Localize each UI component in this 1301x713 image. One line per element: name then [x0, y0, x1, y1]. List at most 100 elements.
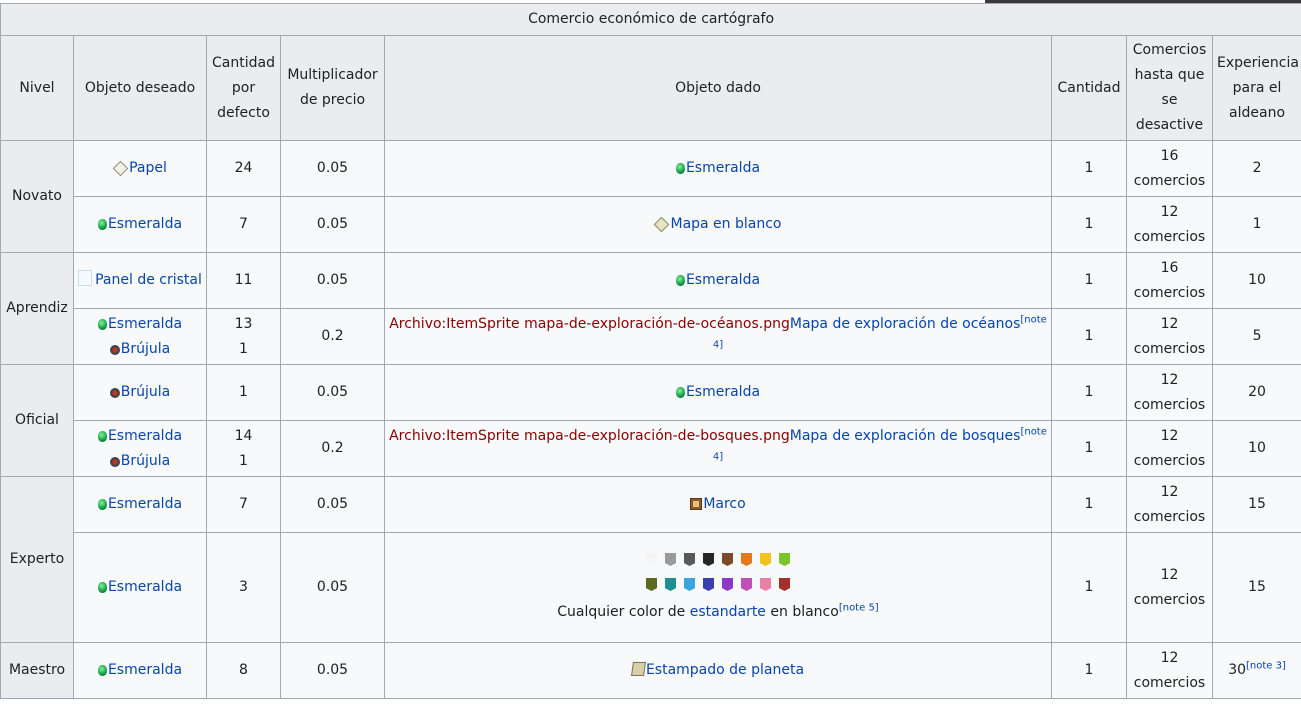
link-esmeralda[interactable]: Esmeralda [107, 315, 183, 332]
link-panel-de-cristal[interactable]: Panel de cristal [95, 272, 202, 288]
pottery-pattern-icon [630, 662, 646, 676]
link-esmeralda[interactable]: Esmeralda [107, 216, 183, 232]
trades-cell: 12 comercios [1126, 642, 1213, 699]
level-maestro: Maestro [0, 642, 74, 699]
trades-cell: 12 comercios [1126, 364, 1213, 421]
link-esmeralda[interactable]: Esmeralda [107, 662, 183, 678]
wanted-cell: Brújula [73, 364, 207, 421]
qty-value: 13 [234, 315, 253, 332]
qty-value: 1 [239, 340, 248, 357]
top-edge-bar [985, 0, 1301, 3]
emerald-icon [675, 163, 685, 174]
header-cantidad: Cantidad [1051, 35, 1127, 141]
banner-icon [741, 553, 752, 566]
table-row: Esmeralda 3 0.05 Cualquier color de esta… [1, 532, 1301, 643]
qty-cell: 24 [206, 140, 281, 197]
mult-cell: 0.05 [280, 532, 385, 643]
link-esmeralda[interactable]: Esmeralda [685, 160, 761, 176]
blank-map-icon [654, 216, 670, 233]
trades-cell: 12 comercios [1126, 196, 1213, 253]
banner-icon [684, 553, 695, 566]
link-esmeralda[interactable]: Esmeralda [107, 579, 183, 595]
qty-cell: 8 [206, 642, 281, 699]
qty-cell: 11 [206, 252, 281, 309]
xp-cell: 10 [1211, 420, 1301, 477]
banner-icon [703, 553, 714, 566]
note-link[interactable]: [note 4] [712, 425, 1047, 462]
table-row: Novato Papel 24 0.05 Esmeralda 1 16 come… [0, 140, 1301, 253]
emerald-icon [97, 318, 107, 330]
link-brujula[interactable]: Brújula [120, 384, 171, 400]
emerald-icon [675, 275, 685, 286]
link-papel[interactable]: Papel [129, 160, 167, 176]
link-esmeralda[interactable]: Esmeralda [107, 496, 183, 512]
mult-cell: 0.05 [280, 642, 385, 699]
given-cell: Mapa en blanco [384, 196, 1052, 253]
amount-cell: 1 [1051, 196, 1127, 253]
link-estampado-de-planeta[interactable]: Estampado de planeta [645, 662, 805, 678]
amount-cell: 1 [1051, 140, 1127, 197]
header-multiplicador: Multiplicador de precio [280, 35, 385, 141]
wanted-cell: Panel de cristal [73, 252, 207, 309]
link-marco[interactable]: Marco [703, 496, 746, 512]
wanted-cell: Esmeralda [73, 642, 207, 699]
banner-icon [646, 553, 657, 566]
qty-cell: 3 [206, 532, 281, 643]
mult-cell: 0.05 [280, 252, 385, 309]
link-mapa-en-blanco[interactable]: Mapa en blanco [670, 216, 782, 232]
trades-cell: 16 comercios [1126, 140, 1213, 197]
banner-icon [665, 578, 676, 591]
level-experto: Experto [0, 476, 74, 643]
link-esmeralda[interactable]: Esmeralda [685, 384, 761, 400]
xp-cell: 30[note 3] [1211, 642, 1301, 699]
trades-cell: 12 comercios [1126, 476, 1213, 533]
xp-cell: 2 [1211, 140, 1301, 197]
banner-icon [779, 578, 790, 591]
wanted-cell: Esmeralda [73, 196, 207, 253]
link-esmeralda[interactable]: Esmeralda [107, 427, 183, 444]
note-link[interactable]: [note 3] [1246, 660, 1286, 672]
amount-cell: 1 [1051, 364, 1127, 421]
table-row: Esmeralda Brújula 13 1 0.2 Archivo:ItemSp… [1, 308, 1301, 365]
link-brujula[interactable]: Brújula [120, 452, 171, 469]
paper-icon [112, 160, 129, 177]
banner-icon [722, 553, 733, 566]
banner-icons-row [389, 575, 1047, 600]
qty-value: 14 [234, 427, 253, 444]
level-oficial: Oficial [0, 364, 74, 477]
trades-cell: 12 comercios [1126, 308, 1213, 365]
banner-icon [684, 578, 695, 591]
mult-cell: 0.05 [280, 364, 385, 421]
xp-cell: 5 [1211, 308, 1301, 365]
banner-icon [665, 553, 676, 566]
link-archivo-sprite[interactable]: Archivo:ItemSprite mapa-de-exploración-d… [389, 427, 790, 444]
table-row: Experto Esmeralda 7 0.05 Marco 1 12 come… [0, 476, 1301, 643]
link-mapa-bosques[interactable]: Mapa de exploración de bosques [789, 427, 1021, 444]
trades-cell: 16 comercios [1126, 252, 1213, 309]
link-mapa-oceanos[interactable]: Mapa de exploración de océanos [789, 315, 1021, 332]
trades-cell: 12 comercios [1126, 420, 1213, 477]
given-cell: Estampado de planeta [384, 642, 1052, 699]
header-comercios: Comercios hasta que se desactive [1126, 35, 1213, 141]
link-brujula[interactable]: Brújula [120, 340, 171, 357]
amount-cell: 1 [1051, 532, 1127, 643]
link-estandarte[interactable]: estandarte [689, 604, 766, 620]
banner-icon [646, 578, 657, 591]
emerald-icon [675, 387, 685, 398]
level-novato: Novato [0, 140, 74, 253]
banner-icon [703, 578, 714, 591]
mult-cell: 0.2 [280, 420, 385, 477]
link-esmeralda[interactable]: Esmeralda [685, 272, 761, 288]
amount-cell: 1 [1051, 308, 1127, 365]
emerald-icon [97, 430, 107, 442]
qty-cell: 1 [206, 364, 281, 421]
compass-icon [109, 344, 120, 355]
note-link[interactable]: [note 4] [712, 313, 1047, 350]
link-archivo-sprite[interactable]: Archivo:ItemSprite mapa-de-exploración-d… [389, 315, 790, 332]
given-cell: Marco [384, 476, 1052, 533]
mult-cell: 0.05 [280, 196, 385, 253]
compass-icon [109, 456, 120, 467]
given-prefix-text: Cualquier color de [557, 604, 686, 620]
header-objeto-dado: Objeto dado [384, 35, 1052, 141]
note-link[interactable]: [note 5] [838, 602, 879, 614]
